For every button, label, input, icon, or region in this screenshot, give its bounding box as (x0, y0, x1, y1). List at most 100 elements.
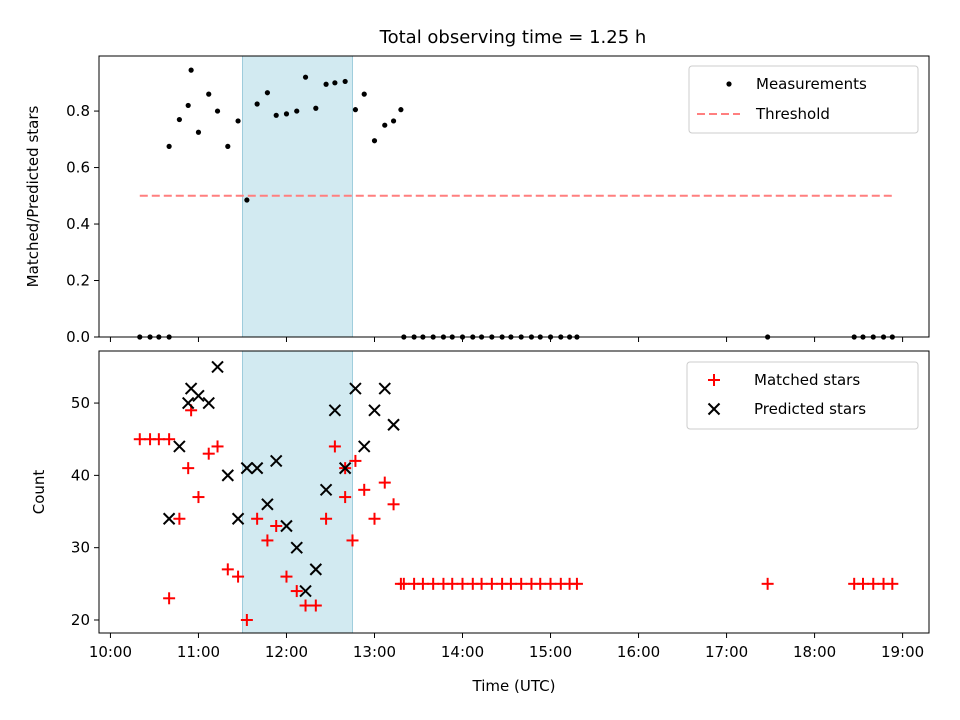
y-tick-label: 0.6 (66, 159, 90, 177)
matched-star-point (534, 577, 547, 590)
matched-stars-points (133, 404, 899, 626)
matched-star-point (173, 512, 186, 525)
y-tick-label: 50 (71, 394, 90, 412)
matched-star-point (515, 577, 528, 590)
top-x-ticks (109, 337, 904, 342)
matched-star-point (504, 577, 517, 590)
predicted-star-point (319, 483, 333, 497)
matched-star-point (570, 577, 583, 590)
x-tick-label: 13:00 (353, 643, 396, 661)
measurement-point (214, 108, 221, 114)
predicted-star-point (299, 584, 312, 598)
bottom-y-ticks: 20 30 40 50 (71, 394, 99, 629)
matched-star-point (886, 577, 899, 590)
matched-star-point (261, 534, 274, 547)
bottom-legend: Matched stars Predicted stars (686, 361, 919, 430)
matched-star-point (416, 577, 429, 590)
y-tick-label: 20 (71, 611, 90, 629)
x-tick-label: 15:00 (529, 643, 572, 661)
predicted-star-point (349, 382, 362, 395)
top-axes-frame (98, 55, 930, 338)
matched-star-point (309, 599, 322, 612)
matched-star-point (290, 585, 303, 598)
measurement-point (254, 101, 260, 107)
measurement-point (382, 122, 388, 128)
matched-star-point (349, 454, 362, 467)
matched-star-point (339, 491, 352, 504)
measurement-point (302, 74, 309, 80)
predicted-star-point (211, 360, 224, 374)
measurement-point (206, 91, 212, 97)
matched-star-point (761, 577, 774, 590)
predicted-star-point (338, 461, 352, 475)
measurement-point (176, 116, 182, 123)
legend-label-matched-stars: Matched stars (754, 371, 860, 389)
legend-dot (726, 81, 732, 87)
legend-label-predicted-stars: Predicted stars (754, 400, 866, 418)
legend-label-threshold: Threshold (755, 105, 830, 123)
chart-title: Total observing time = 1.25 h (379, 27, 647, 48)
measurement-point (352, 107, 359, 113)
matched-star-point (152, 433, 165, 446)
top-y-axis-label: Matched/Predicted stars (24, 106, 42, 288)
y-tick-label: 0.8 (66, 102, 90, 120)
predicted-star-point (280, 519, 293, 533)
y-tick-label: 40 (71, 466, 90, 484)
matched-star-point (427, 577, 440, 590)
measurement-point (273, 112, 279, 118)
x-tick-label: 17:00 (705, 643, 748, 661)
matched-star-point (368, 512, 381, 525)
measurement-point (323, 81, 329, 87)
x-tick-label: 11:00 (177, 643, 220, 661)
x-tick-label: 12:00 (265, 643, 308, 661)
matched-star-point (280, 570, 293, 583)
matched-star-point (446, 577, 459, 590)
legend-marker-measurements (726, 81, 732, 87)
measurement-point (332, 80, 338, 86)
bottom-x-ticks: 10:00 11:00 12:00 13:00 14:00 15:00 16:00 17:00… (89, 633, 924, 661)
measurement-point (195, 129, 202, 135)
measurement-point (235, 118, 241, 124)
matched-star-point (867, 577, 880, 590)
predicted-stars-points (162, 360, 400, 598)
measurement-point (188, 67, 194, 73)
predicted-star-point (221, 469, 235, 482)
measurement-points (137, 67, 895, 340)
predicted-star-point (231, 512, 245, 525)
predicted-star-point (368, 404, 381, 417)
matched-star-point (163, 433, 176, 446)
predicted-star-point (328, 404, 342, 417)
y-tick-label: 0.4 (66, 215, 90, 233)
matched-star-point (221, 563, 234, 576)
measurement-point (361, 91, 367, 97)
matched-star-point (328, 440, 341, 453)
matched-star-point (485, 577, 498, 590)
matched-star-point (456, 577, 469, 590)
measurement-point (313, 105, 319, 111)
predicted-star-point (173, 440, 186, 453)
matched-star-point (544, 577, 557, 590)
predicted-star-point (261, 498, 274, 511)
measurement-point (398, 107, 404, 113)
predicted-star-point (309, 563, 323, 576)
matched-star-point (192, 491, 205, 504)
matched-star-point (133, 433, 146, 446)
predicted-star-point (162, 512, 176, 525)
measurement-point (225, 143, 231, 149)
matched-star-point (163, 592, 176, 605)
legend-marker-predicted-stars (707, 402, 721, 416)
top-legend-box (688, 65, 919, 134)
x-tick-label: 16:00 (617, 643, 660, 661)
matched-star-point (251, 512, 264, 525)
top-y-ticks: 0.0 0.2 0.4 0.6 0.8 (66, 102, 99, 346)
predicted-star-point (270, 454, 283, 468)
matched-star-point (211, 440, 224, 453)
matched-star-point (240, 613, 253, 626)
bottom-axes-frame (98, 350, 930, 634)
measurement-point (371, 138, 378, 144)
matched-star-point (346, 534, 359, 547)
predicted-star-point (240, 461, 254, 475)
matched-star-point (856, 577, 869, 590)
